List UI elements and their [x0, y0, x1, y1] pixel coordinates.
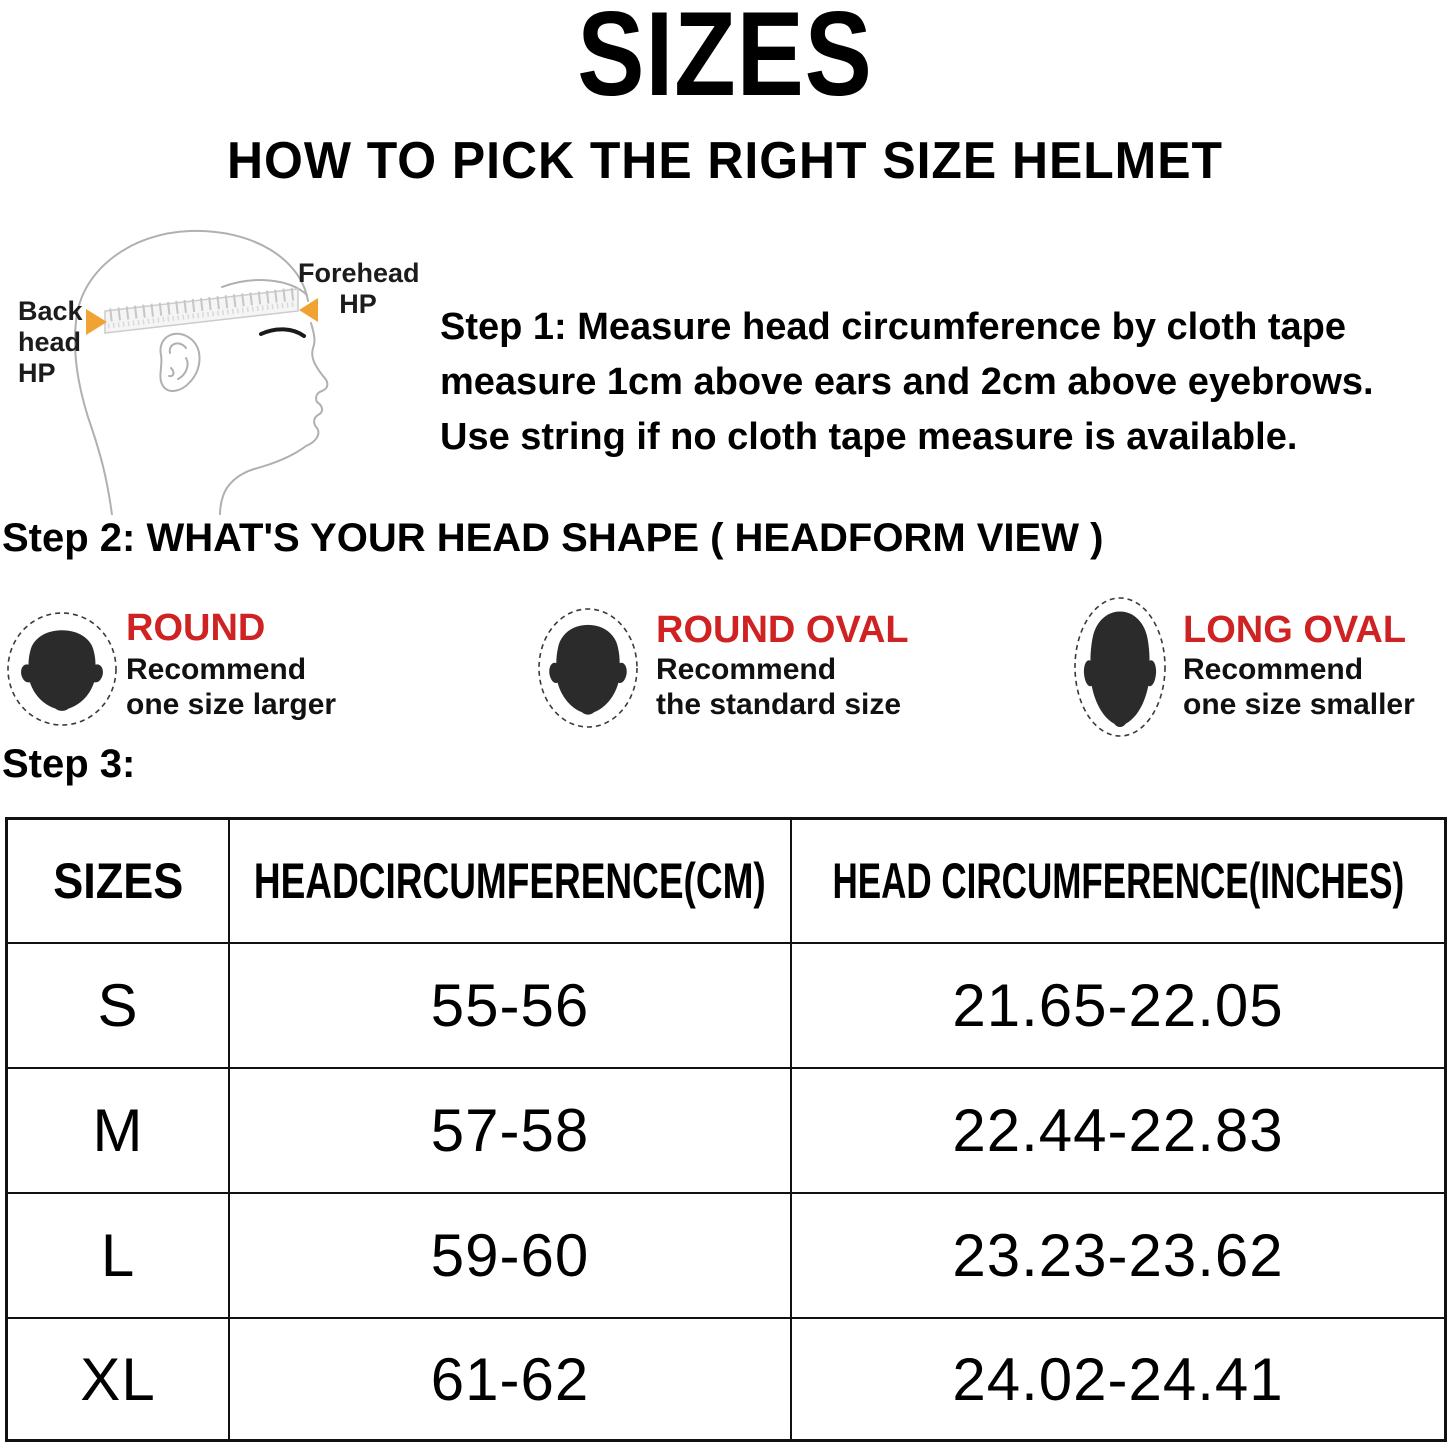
shape-rec-round: Recommend one size larger	[126, 653, 337, 721]
cm-cell: 57-58	[230, 1069, 792, 1194]
size-cell: XL	[8, 1319, 230, 1439]
header-circumference-cm: HEADCIRCUMFERENCE(CM)	[230, 820, 792, 944]
step3-heading: Step 3:	[2, 742, 136, 786]
hairline	[221, 279, 308, 296]
size-cell: M	[8, 1069, 230, 1194]
inches-cell: 24.02-24.41	[952, 1345, 1284, 1413]
size-cell: L	[8, 1194, 230, 1319]
step1-line: Use string if no cloth tape measure is a…	[440, 416, 1298, 458]
shape-name-round-oval: ROUND OVAL	[656, 609, 909, 651]
head-outline	[73, 229, 329, 515]
page-subtitle: HOW TO PICK THE RIGHT SIZE HELMET	[227, 132, 1223, 190]
cm-cell: 59-60	[230, 1194, 792, 1319]
cm-cell: 61-62	[230, 1319, 792, 1439]
measuring-tape	[104, 287, 299, 334]
step2-heading: Step 2: WHAT'S YOUR HEAD SHAPE ( HEADFOR…	[2, 516, 1104, 560]
step1-line: measure 1cm above ears and 2cm above eye…	[440, 361, 1374, 403]
cm-cell: 55-56	[230, 944, 792, 1069]
ear	[159, 332, 201, 392]
head-profile-illustration	[73, 229, 329, 515]
forehead-arrow-icon	[299, 298, 318, 322]
size-table: SIZES HEADCIRCUMFERENCE(CM) HEAD CIRCUMF…	[5, 817, 1447, 1442]
shape-rec-round-oval: Recommend the standard size	[656, 653, 902, 721]
eyebrow	[259, 327, 306, 338]
back-head-label: Back head HP	[18, 296, 83, 388]
forehead-label: Forehead HP	[298, 258, 420, 319]
long-oval-head-icon	[1074, 597, 1166, 737]
shape-name-round: ROUND	[126, 607, 266, 649]
round-oval-head-icon	[538, 608, 638, 728]
shape-rec-long-oval: Recommend one size smaller	[1183, 653, 1415, 721]
header-circumference-inches: HEAD CIRCUMFERENCE(INCHES)	[792, 820, 1444, 944]
back-head-arrow-icon	[86, 309, 107, 335]
header-sizes: SIZES	[8, 820, 230, 944]
inches-cell: 22.44-22.83	[792, 1069, 1444, 1194]
head-measure-diagram: Back head HP Forehead HP	[10, 225, 430, 515]
inches-cell: 23.23-23.62	[792, 1194, 1444, 1319]
step1-line: Step 1: Measure head circumference by cl…	[440, 306, 1346, 348]
step1-instructions: Step 1: Measure head circumference by cl…	[440, 300, 1430, 465]
inches-cell: 21.65-22.05	[792, 944, 1444, 1069]
round-head-icon	[7, 612, 117, 726]
shape-name-long-oval: LONG OVAL	[1183, 609, 1407, 651]
size-cell: S	[8, 944, 230, 1069]
page-title: SIZES	[577, 0, 873, 121]
